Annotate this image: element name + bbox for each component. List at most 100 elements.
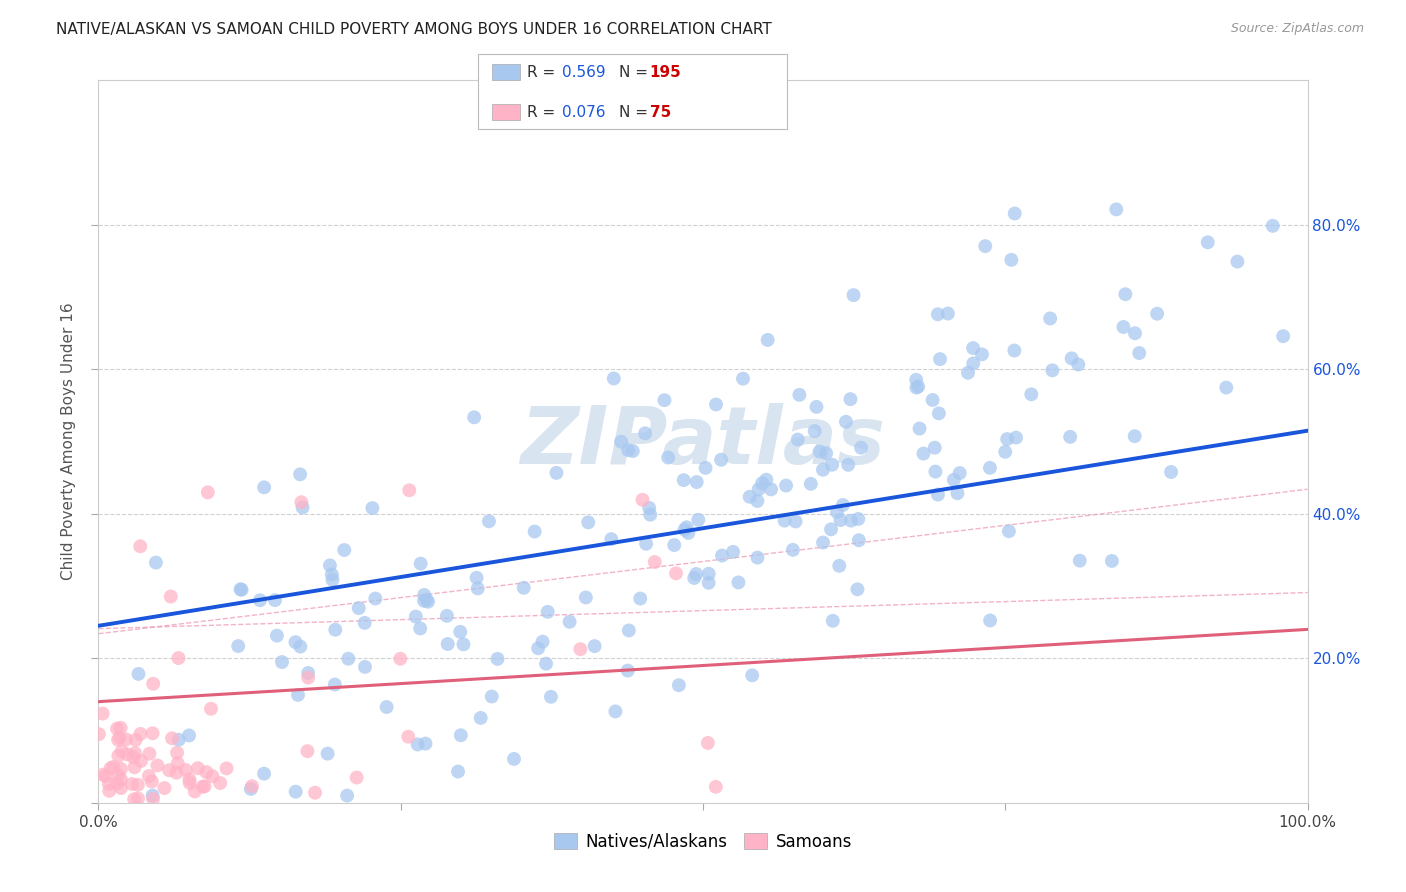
Point bbox=[124, 746, 146, 760]
Point bbox=[297, 744, 319, 758]
Point bbox=[304, 786, 326, 800]
Point bbox=[531, 634, 554, 648]
Point bbox=[321, 567, 343, 582]
Point bbox=[124, 760, 146, 774]
Point bbox=[789, 388, 811, 402]
Point bbox=[153, 780, 176, 795]
Text: N =: N = bbox=[619, 105, 652, 120]
Point bbox=[806, 400, 828, 414]
Point bbox=[187, 761, 209, 775]
Point bbox=[184, 784, 207, 798]
Point bbox=[665, 566, 688, 581]
Point bbox=[337, 651, 360, 665]
Point bbox=[800, 476, 823, 491]
Point bbox=[908, 421, 931, 435]
Point bbox=[610, 434, 633, 449]
Point bbox=[1123, 429, 1146, 443]
Point bbox=[1128, 346, 1150, 360]
Point bbox=[546, 466, 568, 480]
Point bbox=[415, 592, 437, 607]
Point bbox=[825, 505, 848, 519]
Point bbox=[696, 736, 718, 750]
Point bbox=[406, 738, 429, 752]
Point bbox=[167, 651, 190, 665]
Point bbox=[347, 601, 370, 615]
Point bbox=[688, 513, 710, 527]
Point bbox=[741, 668, 763, 682]
Point bbox=[617, 624, 640, 638]
Point bbox=[636, 537, 658, 551]
Point bbox=[846, 512, 869, 526]
Point bbox=[166, 765, 188, 780]
Point bbox=[107, 748, 129, 763]
Point bbox=[748, 483, 770, 497]
Point bbox=[540, 690, 562, 704]
Point bbox=[759, 483, 782, 497]
Point bbox=[1000, 252, 1022, 267]
Point bbox=[785, 515, 807, 529]
Point bbox=[962, 356, 984, 370]
Point bbox=[94, 769, 117, 783]
Legend: Natives/Alaskans, Samoans: Natives/Alaskans, Samoans bbox=[548, 828, 858, 856]
Point bbox=[924, 441, 946, 455]
Point bbox=[87, 727, 110, 741]
Text: NATIVE/ALASKAN VS SAMOAN CHILD POVERTY AMONG BOYS UNDER 16 CORRELATION CHART: NATIVE/ALASKAN VS SAMOAN CHILD POVERTY A… bbox=[56, 22, 772, 37]
Point bbox=[628, 591, 651, 606]
Point bbox=[177, 728, 200, 742]
Point bbox=[478, 514, 501, 528]
Point bbox=[142, 791, 165, 805]
Point bbox=[115, 732, 138, 747]
Point bbox=[346, 771, 368, 785]
Point bbox=[453, 637, 475, 651]
Point bbox=[467, 582, 489, 596]
Point bbox=[912, 446, 935, 460]
Point bbox=[731, 372, 754, 386]
Point bbox=[174, 763, 197, 777]
Point bbox=[617, 664, 640, 678]
Point bbox=[782, 542, 804, 557]
Point bbox=[201, 769, 224, 783]
Point bbox=[527, 641, 550, 656]
Point bbox=[122, 750, 145, 764]
Point bbox=[1146, 307, 1168, 321]
Point bbox=[974, 239, 997, 253]
Point bbox=[110, 772, 132, 787]
Point bbox=[575, 591, 598, 605]
Point bbox=[157, 763, 180, 777]
Point bbox=[179, 772, 201, 787]
Point bbox=[928, 406, 950, 420]
Point bbox=[253, 766, 276, 780]
Point bbox=[839, 514, 862, 528]
Point bbox=[685, 567, 707, 582]
Point bbox=[832, 498, 855, 512]
Point bbox=[846, 582, 869, 597]
Point bbox=[323, 623, 346, 637]
Point bbox=[808, 444, 831, 458]
Point bbox=[103, 760, 125, 774]
Point bbox=[142, 789, 165, 803]
Point bbox=[839, 392, 862, 407]
Point bbox=[1060, 351, 1083, 366]
Point bbox=[811, 535, 834, 549]
Point bbox=[323, 677, 346, 691]
Point bbox=[100, 761, 122, 775]
Point bbox=[470, 711, 492, 725]
Point bbox=[751, 476, 773, 491]
Point bbox=[1226, 254, 1249, 268]
Point bbox=[127, 791, 149, 805]
Point bbox=[849, 441, 872, 455]
Point bbox=[127, 666, 149, 681]
Point bbox=[266, 629, 288, 643]
Point bbox=[209, 776, 232, 790]
Point bbox=[191, 780, 214, 794]
Point bbox=[290, 495, 312, 509]
Point bbox=[138, 747, 160, 761]
Point bbox=[107, 732, 129, 747]
Point bbox=[685, 475, 707, 489]
Point bbox=[956, 366, 979, 380]
Point bbox=[319, 558, 342, 573]
Point bbox=[159, 590, 181, 604]
Point bbox=[166, 756, 188, 771]
Point bbox=[110, 721, 132, 735]
Point bbox=[284, 635, 307, 649]
